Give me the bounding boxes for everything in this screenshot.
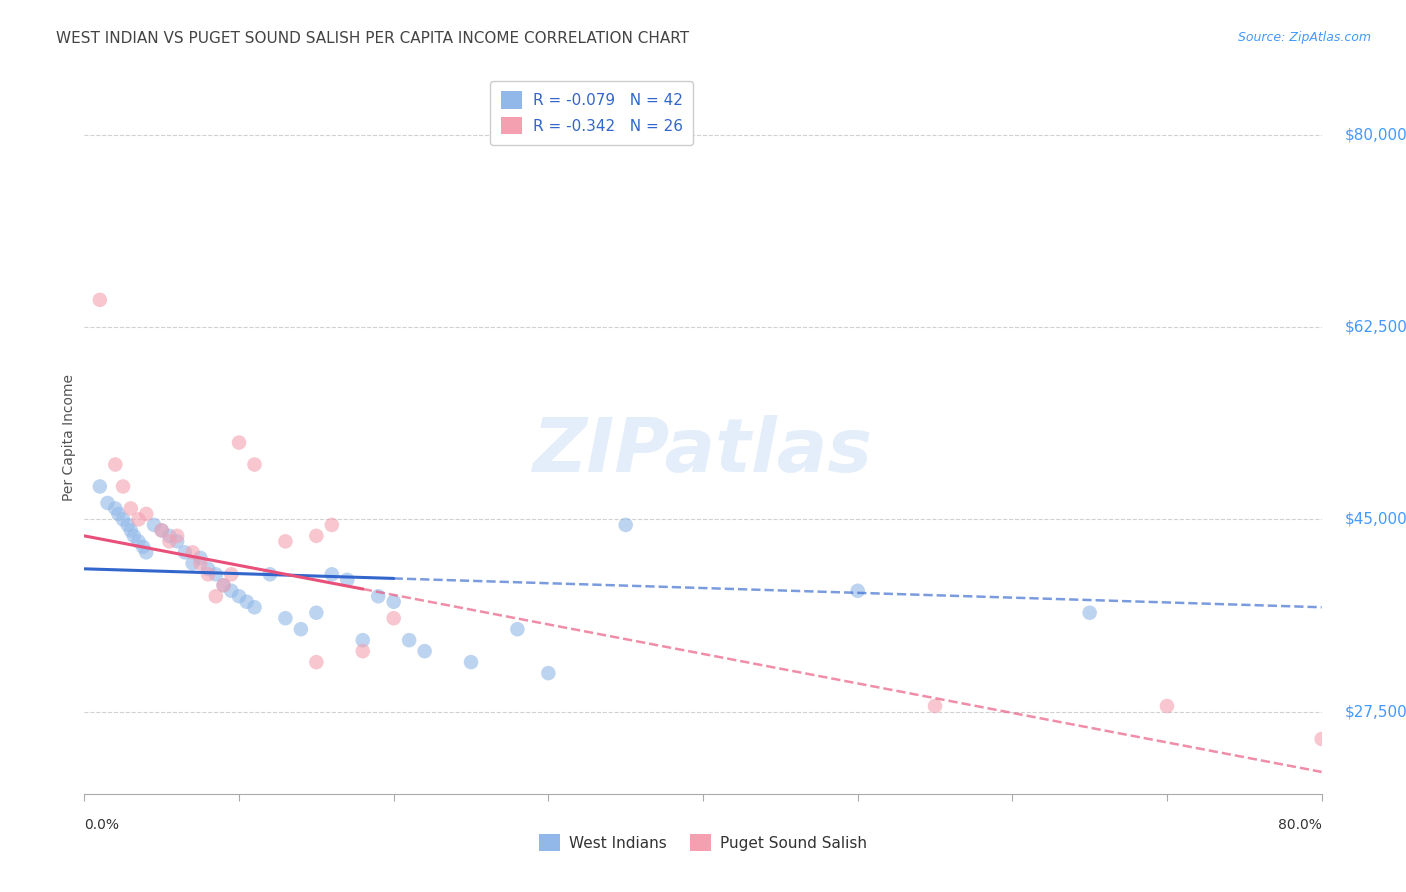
Point <box>367 589 389 603</box>
Point <box>188 557 212 571</box>
Point <box>382 611 405 625</box>
Text: $80,000: $80,000 <box>1344 128 1406 143</box>
Point <box>212 578 235 592</box>
Point <box>336 573 359 587</box>
Point <box>460 655 482 669</box>
Point <box>127 534 149 549</box>
Point <box>205 589 228 603</box>
Legend: West Indians, Puget Sound Salish: West Indians, Puget Sound Salish <box>533 828 873 857</box>
Point <box>181 545 204 559</box>
Point <box>305 529 328 543</box>
Point <box>143 517 166 532</box>
Point <box>614 517 637 532</box>
Point <box>382 595 405 609</box>
Point <box>212 578 235 592</box>
Point <box>352 633 374 648</box>
Point <box>122 529 145 543</box>
Point <box>243 600 266 615</box>
Point <box>150 524 173 538</box>
Point <box>89 479 111 493</box>
Point <box>228 589 250 603</box>
Point <box>112 479 135 493</box>
Point <box>89 293 111 307</box>
Point <box>117 517 139 532</box>
Text: Source: ZipAtlas.com: Source: ZipAtlas.com <box>1237 31 1371 45</box>
Point <box>846 583 869 598</box>
Point <box>259 567 281 582</box>
Point <box>228 435 250 450</box>
Point <box>188 550 212 565</box>
Text: WEST INDIAN VS PUGET SOUND SALISH PER CAPITA INCOME CORRELATION CHART: WEST INDIAN VS PUGET SOUND SALISH PER CA… <box>56 31 689 46</box>
Point <box>924 699 946 714</box>
Point <box>174 545 197 559</box>
Text: 0.0%: 0.0% <box>84 818 120 832</box>
Point <box>205 567 228 582</box>
Point <box>413 644 436 658</box>
Point <box>221 567 243 582</box>
Point <box>132 540 155 554</box>
Point <box>352 644 374 658</box>
Text: $62,500: $62,500 <box>1344 320 1406 334</box>
Point <box>321 517 343 532</box>
Point <box>112 512 135 526</box>
Point <box>537 666 560 681</box>
Point <box>274 611 297 625</box>
Point <box>274 534 297 549</box>
Point <box>506 622 529 636</box>
Point <box>235 595 259 609</box>
Point <box>290 622 312 636</box>
Text: ZIPatlas: ZIPatlas <box>533 415 873 488</box>
Point <box>197 567 219 582</box>
Point <box>166 529 188 543</box>
Point <box>197 562 219 576</box>
Point <box>166 534 188 549</box>
Point <box>243 458 266 472</box>
Point <box>96 496 118 510</box>
Point <box>104 458 127 472</box>
Point <box>181 557 204 571</box>
Point <box>107 507 129 521</box>
Point <box>305 655 328 669</box>
Text: $27,500: $27,500 <box>1344 704 1406 719</box>
Point <box>127 512 149 526</box>
Y-axis label: Per Capita Income: Per Capita Income <box>62 374 76 500</box>
Point <box>135 507 157 521</box>
Point <box>120 501 142 516</box>
Point <box>305 606 328 620</box>
Text: $45,000: $45,000 <box>1344 512 1406 527</box>
Point <box>1078 606 1101 620</box>
Text: 80.0%: 80.0% <box>1278 818 1322 832</box>
Point <box>159 529 180 543</box>
Point <box>1310 731 1333 746</box>
Point <box>221 583 243 598</box>
Point <box>159 534 180 549</box>
Point <box>150 524 173 538</box>
Point <box>104 501 127 516</box>
Point <box>1156 699 1178 714</box>
Point <box>120 524 142 538</box>
Point <box>398 633 420 648</box>
Point <box>321 567 343 582</box>
Point <box>135 545 157 559</box>
